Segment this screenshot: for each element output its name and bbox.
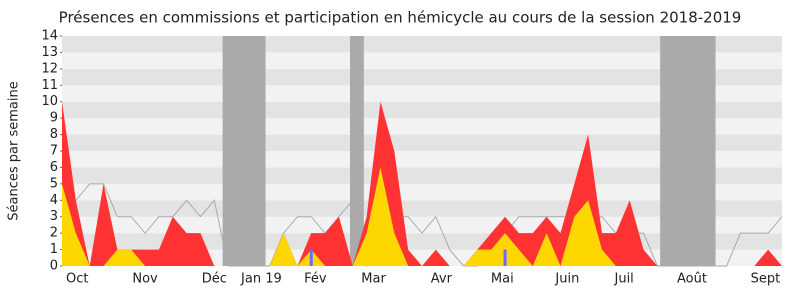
y-tick-label: 0 (50, 259, 58, 274)
x-tick-label: Juil (614, 272, 634, 287)
y-tick-label: 10 (41, 94, 58, 109)
y-tick-label: 7 (50, 144, 58, 159)
area (62, 167, 782, 266)
y-tick-label: 5 (50, 176, 58, 191)
y-tick-label: 1 (50, 242, 58, 257)
x-tick-label: Déc (202, 272, 227, 287)
x-tick-label: Août (677, 272, 707, 287)
y-tick-label: 2 (50, 226, 58, 241)
x-tick-label: Nov (132, 272, 158, 287)
vacation-band (660, 36, 716, 266)
x-tick-label: Jan 19 (240, 272, 282, 287)
vacation-band (222, 36, 266, 266)
y-tick-label: 6 (50, 160, 58, 175)
chart-title: Présences en commissions et participatio… (59, 9, 742, 27)
x-tick-label: Avr (431, 272, 453, 287)
y-tick-label: 13 (41, 45, 58, 60)
x-tick-label: Mar (361, 272, 386, 287)
x-tick-label: Fév (304, 272, 327, 287)
y-tick-label: 12 (41, 61, 58, 76)
x-tick-label: Oct (66, 272, 88, 287)
vacation-band (350, 36, 364, 266)
y-tick-label: 8 (50, 127, 58, 142)
x-tick-label: Sept (751, 272, 781, 287)
median-line (62, 183, 783, 268)
x-tick-label: Mai (491, 272, 514, 287)
y-tick-label: 4 (50, 193, 58, 208)
bar (503, 249, 507, 266)
area (62, 101, 782, 266)
y-tick-label: 14 (41, 29, 58, 44)
x-tick-label: Juin (554, 272, 579, 287)
y-tick-label: 9 (50, 111, 58, 126)
y-tick-label: 11 (41, 78, 58, 93)
bar (309, 249, 313, 266)
y-tick-label: 3 (50, 209, 58, 224)
y-axis-label: Séances par semaine (7, 81, 22, 220)
